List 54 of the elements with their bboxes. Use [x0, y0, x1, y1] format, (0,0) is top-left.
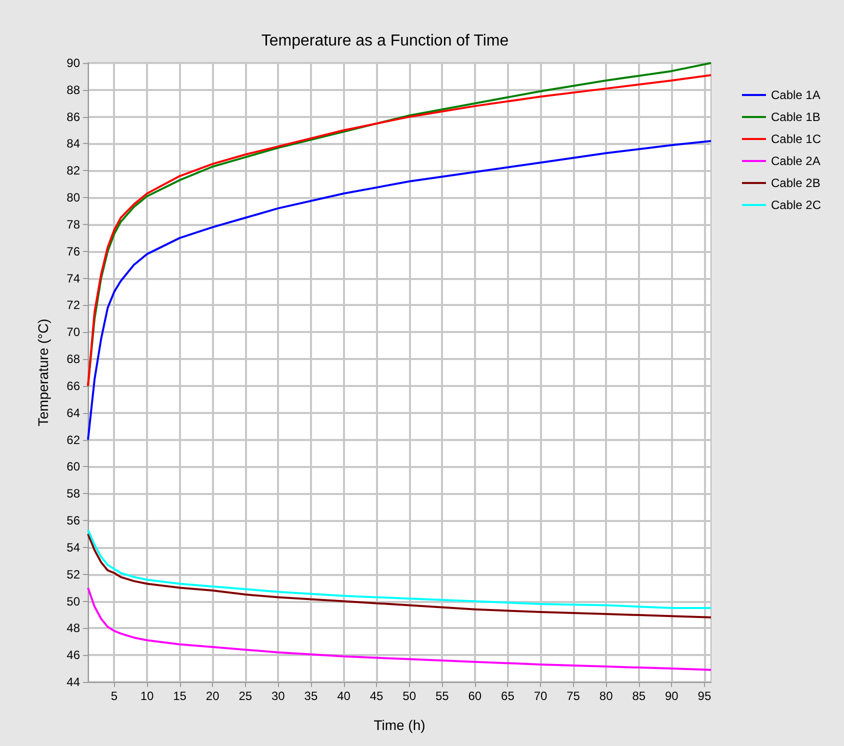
y-tick-label: 66 — [66, 378, 80, 393]
x-tick-label: 25 — [238, 689, 252, 703]
chart-title: Temperature as a Function of Time — [261, 32, 509, 50]
legend-label: Cable 1C — [770, 132, 822, 146]
x-tick-label: 95 — [698, 689, 712, 703]
line-series — [87, 140, 712, 441]
y-tick-label: 78 — [66, 217, 80, 232]
y-tick-label: 86 — [66, 110, 80, 124]
x-tick-label: 85 — [632, 689, 646, 703]
y-tick-label: 64 — [66, 406, 80, 420]
legend-label: Cable 2C — [770, 198, 822, 212]
y-tick-label: 72 — [66, 298, 80, 312]
y-tick-label: 60 — [66, 460, 80, 474]
x-tick-label: 20 — [206, 689, 220, 703]
y-tick-label: 50 — [66, 594, 80, 608]
x-tick-label: 55 — [435, 689, 450, 703]
legend-label: Cable 2B — [770, 176, 820, 190]
x-tick-label: 80 — [599, 689, 614, 703]
x-tick-label: 5 — [110, 689, 118, 703]
x-tick-label: 40 — [337, 689, 351, 703]
x-tick-label: 60 — [468, 689, 482, 703]
x-tick-label: 10 — [140, 689, 154, 703]
y-tick-label: 88 — [66, 82, 80, 97]
x-tick-label: 45 — [370, 689, 384, 703]
legend-label: Cable 1A — [770, 88, 820, 102]
y-tick-label: 44 — [66, 675, 80, 689]
y-tick-label: 90 — [66, 56, 80, 70]
y-tick-label: 74 — [66, 271, 80, 286]
y-tick-label: 52 — [66, 567, 80, 582]
legend-label: Cable 1B — [770, 110, 820, 124]
y-axis-title: Temperature (°C) — [35, 318, 51, 426]
y-tick-label: 70 — [66, 325, 80, 340]
line-series — [87, 586, 712, 671]
y-tick-label: 62 — [66, 432, 80, 447]
y-tick-label: 56 — [66, 514, 80, 528]
y-tick-label: 46 — [66, 648, 80, 662]
x-tick-label: 65 — [501, 689, 515, 703]
x-tick-label: 90 — [664, 689, 679, 703]
x-tick-label: 15 — [173, 689, 187, 703]
x-axis-title: Time (h) — [374, 717, 426, 733]
legend-label: Cable 2A — [770, 154, 820, 168]
y-tick-label: 54 — [66, 540, 80, 554]
y-tick-label: 82 — [66, 164, 80, 178]
y-tick-label: 80 — [66, 190, 80, 205]
y-tick-label: 68 — [66, 352, 80, 366]
y-tick-label: 48 — [66, 621, 80, 636]
x-tick-label: 70 — [534, 689, 548, 703]
y-tick-label: 76 — [66, 244, 80, 258]
x-tick-label: 75 — [566, 689, 580, 703]
y-tick-label: 58 — [66, 486, 80, 501]
y-tick-label: 84 — [66, 136, 80, 151]
x-tick-label: 50 — [402, 689, 416, 703]
x-tick-label: 35 — [304, 689, 318, 703]
x-tick-label: 30 — [272, 689, 286, 703]
